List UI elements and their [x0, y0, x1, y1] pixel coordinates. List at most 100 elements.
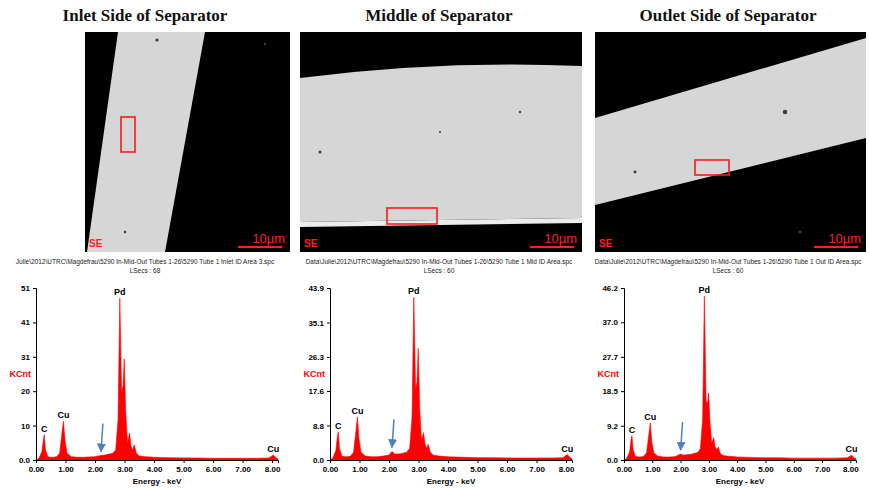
spectrum-header: Data\Julie\2012\UTRC\Magdefrau\5290 In-M…	[306, 258, 573, 266]
x-tick: 7.00	[529, 460, 545, 474]
x-axis-title: Energy - keV	[427, 477, 476, 486]
x-tick-label: 4.00	[147, 465, 163, 474]
x-axis: 0.001.002.003.004.005.006.007.008.00	[323, 460, 575, 474]
analysis-area-box	[387, 208, 437, 224]
x-tick: 4.00	[730, 460, 746, 474]
x-tick: 6.00	[500, 460, 516, 474]
y-tick: 26.3	[308, 353, 330, 362]
detector-label: SE	[89, 238, 103, 249]
x-tick-label: 4.00	[730, 465, 746, 474]
peak-label: Pd	[699, 285, 711, 295]
y-tick: 0.0	[19, 456, 36, 465]
x-tick-label: 1.00	[645, 465, 661, 474]
y-tick-label: 35.1	[308, 319, 324, 328]
y-tick-mark	[621, 357, 624, 358]
y-tick: 10	[21, 422, 36, 431]
y-tick-mark	[33, 322, 36, 323]
x-tick: 1.00	[352, 460, 368, 474]
x-tick-label: 8.00	[843, 465, 859, 474]
x-tick: 6.00	[206, 460, 222, 474]
x-tick: 8.00	[559, 460, 575, 474]
y-tick-mark	[621, 391, 624, 392]
x-tick-label: 2.00	[673, 465, 689, 474]
peak-label: Pd	[114, 287, 126, 297]
x-tick-label: 3.00	[702, 465, 718, 474]
y-tick-label: 37.0	[602, 318, 618, 327]
y-tick-label: 26.3	[308, 353, 324, 362]
x-tick-label: 5.00	[758, 465, 774, 474]
y-tick: 0.0	[313, 456, 330, 465]
x-tick-mark	[95, 460, 96, 463]
x-tick-label: 7.00	[529, 465, 545, 474]
sem-image: SE10µm	[300, 32, 582, 252]
y-tick-mark	[33, 357, 36, 358]
x-tick-label: 0.00	[323, 465, 339, 474]
x-tick-label: 7.00	[815, 465, 831, 474]
x-tick-label: 6.00	[786, 465, 802, 474]
x-tick: 4.00	[441, 460, 457, 474]
y-tick-label: 8.8	[313, 422, 325, 431]
x-tick: 7.00	[815, 460, 831, 474]
y-axis-line	[327, 289, 331, 461]
x-tick: 5.00	[470, 460, 486, 474]
detector-label: SE	[599, 238, 613, 249]
x-tick-label: 8.00	[559, 465, 575, 474]
y-tick-label: 0.0	[19, 456, 31, 465]
peak-label: Cu	[561, 444, 573, 454]
spectrum-marks	[624, 296, 856, 460]
x-tick-mark	[125, 460, 126, 463]
x-axis-title: Energy - keV	[716, 477, 765, 486]
x-tick-mark	[213, 460, 214, 463]
x-tick-label: 3.00	[117, 465, 133, 474]
y-axis-title: KCnt	[304, 369, 326, 379]
y-axis-line	[621, 289, 625, 461]
y-tick: 8.8	[313, 422, 330, 431]
pore-spot	[155, 38, 158, 41]
pore-spot	[319, 151, 322, 154]
x-tick-mark	[448, 460, 449, 463]
x-tick-mark	[822, 460, 823, 463]
spectrum-header: LSecs : 60	[713, 267, 744, 274]
scale-bar	[814, 246, 858, 248]
x-tick-mark	[272, 460, 273, 463]
pore-spot	[519, 111, 521, 113]
x-tick-mark	[154, 460, 155, 463]
y-tick-mark	[621, 460, 624, 461]
peak-label: Cu	[267, 444, 279, 454]
y-axis-title: KCnt	[598, 369, 620, 379]
x-tick-mark	[794, 460, 795, 463]
x-tick-mark	[737, 460, 738, 463]
spectrum-area	[330, 297, 572, 460]
y-tick-mark	[621, 288, 624, 289]
y-tick: 51	[21, 284, 36, 293]
x-tick-mark	[360, 460, 361, 463]
x-tick-label: 2.00	[382, 465, 398, 474]
x-tick: 2.00	[382, 460, 398, 474]
scale-bar-label: 10µm	[828, 231, 861, 246]
y-tick-label: 46.2	[602, 284, 618, 293]
pore-spot	[264, 43, 266, 45]
spectrum-panel: Data\Julie\2012\UTRC\Magdefrau\5290 In-M…	[304, 258, 575, 486]
x-tick-mark	[507, 460, 508, 463]
x-tick-label: 6.00	[500, 465, 516, 474]
peak-label: Cu	[351, 406, 363, 416]
peak-label: Cu	[845, 444, 857, 454]
sample-edge-layer	[300, 218, 582, 227]
y-tick-label: 51	[21, 284, 30, 293]
pore-spot	[439, 131, 441, 133]
y-tick-mark	[621, 426, 624, 427]
x-tick-label: 8.00	[265, 465, 281, 474]
y-tick: 18.5	[602, 387, 624, 396]
pointer-arrow	[101, 424, 103, 452]
x-tick-label: 2.00	[88, 465, 104, 474]
pore-spot	[783, 110, 787, 114]
x-tick-mark	[419, 460, 420, 463]
y-tick: 17.6	[308, 387, 330, 396]
spectrum-header: Data\Julie\2012\UTRC\Magdefrau\5290 In-M…	[595, 258, 862, 266]
analysis-area-box	[121, 117, 135, 152]
sample-cross-section	[87, 32, 205, 252]
x-tick-mark	[709, 460, 710, 463]
x-tick-label: 6.00	[206, 465, 222, 474]
x-tick: 4.00	[147, 460, 163, 474]
x-tick-label: 0.00	[617, 465, 633, 474]
